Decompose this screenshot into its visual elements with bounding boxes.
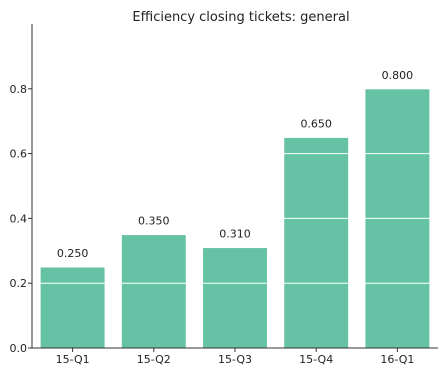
y-tick-label: 0.6 bbox=[10, 148, 28, 161]
chart-title: Efficiency closing tickets: general bbox=[132, 10, 349, 25]
y-tick-label: 0.8 bbox=[10, 83, 28, 96]
data-labels-layer: 0.250 0.350 0.310 0.650 0.800 bbox=[57, 69, 413, 260]
x-tick-label-15-Q1: 15-Q1 bbox=[56, 353, 90, 366]
x-ticks-layer: 15-Q1 15-Q2 15-Q3 15-Q4 16-Q1 bbox=[56, 348, 414, 366]
bars-layer bbox=[39, 88, 431, 349]
data-label-16-Q1: 0.800 bbox=[382, 69, 414, 82]
bar-15-Q1 bbox=[39, 266, 106, 349]
data-label-15-Q1: 0.250 bbox=[57, 247, 89, 260]
y-ticks-layer: 0.0 0.2 0.4 0.6 0.8 bbox=[10, 83, 32, 355]
data-label-15-Q2: 0.350 bbox=[138, 215, 170, 228]
y-tick-label: 0.2 bbox=[10, 277, 28, 290]
x-tick-label-15-Q2: 15-Q2 bbox=[137, 353, 171, 366]
data-label-15-Q4: 0.650 bbox=[300, 117, 332, 130]
x-tick-label-15-Q3: 15-Q3 bbox=[218, 353, 252, 366]
bar-15-Q2 bbox=[120, 234, 187, 349]
x-tick-label-16-Q1: 16-Q1 bbox=[380, 353, 414, 366]
y-tick-label: 0.4 bbox=[10, 212, 28, 225]
y-tick-label: 0.0 bbox=[10, 342, 28, 355]
data-label-15-Q3: 0.310 bbox=[219, 228, 251, 241]
grid-layer bbox=[40, 153, 430, 284]
bar-15-Q3 bbox=[202, 247, 268, 349]
x-tick-label-15-Q4: 15-Q4 bbox=[299, 353, 333, 366]
bar-15-Q4 bbox=[283, 136, 350, 349]
